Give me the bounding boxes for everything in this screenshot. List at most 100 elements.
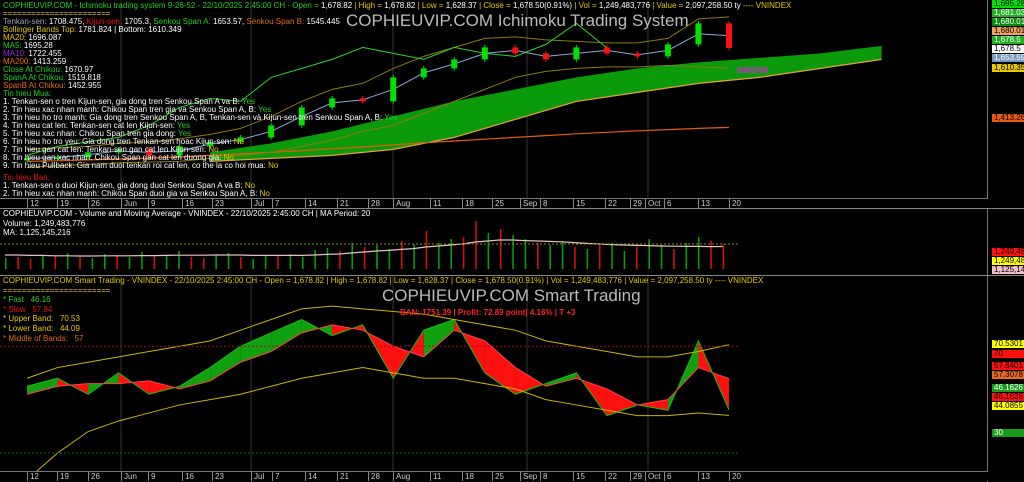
volume-bar	[438, 243, 440, 269]
bollinger-values: Bollinger Bands Top: 1781.824 | Bottom: …	[3, 25, 182, 34]
candle	[24, 158, 30, 161]
volume-panel: COPHIEUVIP.COM - Volume and Moving Avera…	[0, 209, 1024, 275]
oscillator-line-lower-band	[26, 367, 729, 481]
x-tick-label: 18	[462, 199, 474, 208]
axis-value-label: 1,680.01	[992, 27, 1024, 35]
legend-label: * Fast	[3, 295, 24, 305]
volume-bar	[141, 252, 143, 269]
spana-at-chikou: SpanA At Chikou: 1519.818	[3, 73, 101, 82]
volume-bar	[215, 255, 217, 269]
x-tick-label: 13	[698, 199, 710, 208]
x-tick-label: 16	[182, 199, 194, 208]
volume-bar	[561, 241, 564, 269]
signal-text: 4. Tin hieu cat len: Tenkan-sen cat len …	[3, 121, 175, 130]
candle	[512, 47, 519, 54]
volume-bar	[128, 257, 131, 269]
smart-trading-chart	[0, 276, 740, 482]
volume-bar	[79, 257, 81, 269]
volume-value: Volume: 1,249,483,776	[3, 218, 86, 228]
volume-bar	[202, 258, 205, 269]
signal-item: 5. Tin hieu xac nhan: Chikou Span tren g…	[3, 130, 791, 138]
signal-text: 1. Tenkan-sen o duoi Kijun-sen, gia dong…	[3, 181, 243, 190]
volume-bar	[5, 258, 7, 269]
volume-bar	[636, 247, 638, 269]
volume-bar	[277, 255, 279, 269]
ma10-value: MA10: 1722.455	[3, 49, 62, 58]
volume-bar	[499, 229, 502, 269]
volume-bar	[710, 241, 712, 269]
signal-answer: Yes	[241, 97, 256, 106]
volume-bar	[623, 251, 626, 269]
axis-value-label: 1,610.35	[992, 64, 1024, 72]
legend-value: 57	[74, 333, 84, 343]
legend-label: * Slow	[3, 304, 26, 314]
x-tick-label: 16	[182, 472, 194, 481]
x-tick-label: 14	[305, 199, 317, 208]
volume-bar	[190, 257, 193, 269]
axis-value-label: 1,653.59	[992, 54, 1024, 62]
candle	[451, 59, 458, 69]
x-tick-label: 21	[337, 472, 349, 481]
x-tick-label: 18	[462, 472, 474, 481]
volume-bar	[363, 247, 366, 269]
candle	[664, 44, 671, 57]
ichimoku-panel: 0000000 COPHIEUVIP.COM Ichimoku Trading …	[0, 0, 1024, 208]
trade-note: BAN: 1751.39 | Profit: 72.89 point| 4.16…	[400, 308, 576, 317]
fast-slow-fill	[637, 399, 668, 411]
x-axis-bottom: 12 19 26 Jun 9 16 23 Jul 7 14 21 28 Aug 11 18 25 Sep 8 15 2…	[0, 471, 988, 481]
axis-value-label: 1,695.28	[992, 0, 1024, 8]
axis-value-label: 1,678.5	[992, 45, 1024, 53]
volume-legend: COPHIEUVIP.COM - Volume and Moving Avera…	[3, 209, 370, 238]
volume-header: COPHIEUVIP.COM - Volume and Moving Avera…	[3, 209, 371, 218]
volume-chart	[0, 221, 740, 269]
buy-title: Tin hieu Mua:	[3, 89, 52, 98]
x-tick-label: 29	[630, 199, 642, 208]
signal-text: 2. Tin hieu xac nhan manh: Chikou Span d…	[3, 189, 258, 198]
x-tick-label: Jul	[251, 199, 264, 208]
smart-trading-plot[interactable]	[0, 276, 988, 482]
signal-text: 3. Tin hieu ho tro manh: Gia dong tren S…	[3, 113, 383, 122]
panel-divider[interactable]	[0, 275, 1024, 276]
signal-item: 1. Tenkan-sen o duoi Kijun-sen, gia dong…	[3, 182, 791, 190]
volume-bar	[66, 253, 69, 269]
x-tick-label: 28	[368, 472, 380, 481]
fast-slow-fill	[210, 346, 241, 381]
divider: =======================	[3, 285, 111, 295]
volume-bar	[425, 231, 428, 269]
x-tick-label: 12	[27, 199, 39, 208]
volume-plot[interactable]	[0, 209, 988, 275]
volume-bar	[524, 239, 527, 269]
signal-item: 3. Tin hieu ho tro manh: Gia dong tren S…	[3, 114, 791, 122]
legend-label: * Lower Band:	[3, 323, 54, 333]
x-tick-label: Jun	[121, 472, 137, 481]
candle	[85, 152, 92, 157]
x-tick-label: 19	[57, 472, 69, 481]
volume-bar	[549, 245, 552, 269]
volume-bar	[240, 257, 242, 269]
ichimoku-plot[interactable]: 0000000	[0, 0, 988, 208]
fast-slow-fill	[423, 319, 455, 357]
x-tick-label: 29	[630, 472, 642, 481]
volume-bar	[697, 237, 700, 269]
volume-bar	[314, 250, 316, 269]
oscillator-line-slow	[26, 324, 730, 406]
signal-text: 9. Tin hieu Pullback: Gia nam duoi tenka…	[3, 161, 266, 170]
oscillator-line-upper-band	[26, 305, 730, 379]
candle	[54, 156, 61, 159]
fast-slow-fill	[545, 372, 577, 387]
signal-item: 9. Tin hieu Pullback: Gia nam duoi tenka…	[3, 162, 791, 170]
pink-marker-label: 0000000	[737, 66, 769, 75]
oscillator-legend-item: * Upper Band: 70.53	[3, 314, 763, 324]
oscillator-legend: * Fast 46.16 * Slow 57.84 * Upper Band: 70…	[3, 295, 763, 343]
x-tick-label: 11	[430, 472, 441, 481]
axis-value-label: 70.5301	[992, 340, 1024, 348]
ichimoku-legend: COPHIEUVIP.COM - Ichimoku trading system…	[3, 2, 791, 198]
x-tick-label: 14	[305, 472, 317, 481]
candle	[237, 137, 244, 142]
signal-item: 7. Tin hieu gan cat len: Tenkan-sen gan …	[3, 146, 791, 154]
volume-bar	[586, 249, 589, 269]
panel-divider[interactable]	[0, 208, 1024, 209]
signal-answer: Yes	[178, 129, 192, 138]
volume-bar	[388, 249, 391, 269]
signal-text: 8. Tin hieu gan xac nhan: Chikou Span ga…	[3, 153, 222, 162]
